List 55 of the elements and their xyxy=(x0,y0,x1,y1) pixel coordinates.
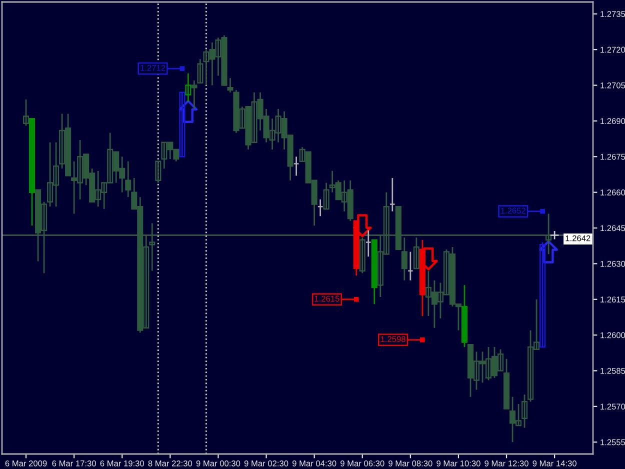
y-tick-label: 1.2615 xyxy=(600,296,625,302)
candlestick xyxy=(389,177,396,212)
candlestick xyxy=(540,242,546,348)
candlestick xyxy=(293,156,300,176)
x-tick-label: 9 Mar 10:30 xyxy=(436,460,480,466)
data-label: 1.2615 xyxy=(314,296,340,302)
x-tick-label: 6 Mar 2009 xyxy=(5,460,47,466)
y-tick-label: 1.2600 xyxy=(600,332,625,338)
y-tick-label: 1.2645 xyxy=(600,225,625,232)
candlestick xyxy=(407,251,414,282)
candlestick xyxy=(401,236,408,282)
candlestick xyxy=(185,72,192,103)
x-tick-label: 9 Mar 14:30 xyxy=(532,460,576,466)
candlestick xyxy=(522,394,528,429)
data-label: 1.2652 xyxy=(501,208,526,214)
point xyxy=(539,240,558,264)
y-tick-label: 1.2555 xyxy=(600,439,625,446)
candlestick xyxy=(125,160,132,198)
x-tick-label: 8 Mar 22:30 xyxy=(148,460,192,466)
x-tick-label: 6 Mar 17:30 xyxy=(52,460,96,466)
y-tick-label: 1.2720 xyxy=(600,46,625,53)
data-label: 1.2598 xyxy=(380,336,406,342)
candlestick xyxy=(197,58,204,84)
candlestick xyxy=(413,236,420,270)
candlestick xyxy=(546,213,552,255)
y-tick-label: 1.2660 xyxy=(600,190,625,196)
x-tick-label: 9 Mar 04:30 xyxy=(292,460,336,466)
y-tick-label: 1.2585 xyxy=(600,368,625,374)
candlestick xyxy=(323,182,330,210)
point xyxy=(540,208,545,214)
x-tick-label: 9 Mar 02:30 xyxy=(244,460,288,466)
candlestick xyxy=(22,98,30,126)
y-tick-label: 1.2570 xyxy=(600,404,625,410)
y-tick-label: 1.2705 xyxy=(600,82,625,88)
candlestick xyxy=(179,92,186,158)
x-tick-label: 9 Mar 12:30 xyxy=(484,460,528,466)
y-tick-label: 1.2735 xyxy=(600,11,625,17)
candlestick xyxy=(149,222,156,272)
candlestick xyxy=(191,80,198,110)
x-tick-label: 9 Mar 06:30 xyxy=(340,460,384,466)
candlestick xyxy=(317,198,324,217)
y-tick-label: 1.2675 xyxy=(600,154,625,160)
x-tick-label: 9 Mar 00:30 xyxy=(196,460,240,466)
x-tick-label: 6 Mar 19:30 xyxy=(100,460,144,466)
candlestick xyxy=(359,236,366,274)
y-tick-label: 1.2630 xyxy=(600,260,625,267)
point xyxy=(550,230,560,240)
candlestick xyxy=(155,160,162,184)
point xyxy=(354,296,359,302)
candlestick xyxy=(365,230,372,258)
x-tick-label: 9 Mar 08:30 xyxy=(388,460,432,466)
point xyxy=(178,100,198,123)
ref-line-label: 1.2642 xyxy=(566,235,590,242)
data-label: 1.2712 xyxy=(140,64,166,71)
y-tick-label: 1.2690 xyxy=(600,118,625,124)
